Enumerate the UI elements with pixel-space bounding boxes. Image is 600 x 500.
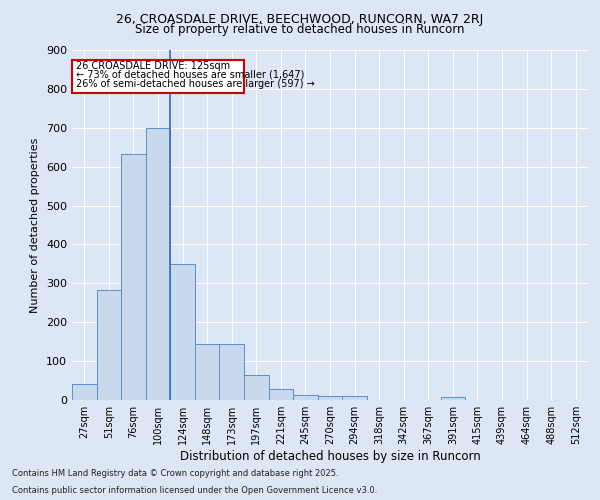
Text: Contains HM Land Registry data © Crown copyright and database right 2025.: Contains HM Land Registry data © Crown c… [12, 468, 338, 477]
Bar [121, 154, 146, 400]
Bar [342, 396, 367, 400]
Text: 26% of semi-detached houses are larger (597) →: 26% of semi-detached houses are larger (… [76, 79, 314, 89]
Bar [195, 344, 220, 400]
Bar [318, 396, 342, 400]
Bar [220, 344, 244, 400]
Text: ← 73% of detached houses are smaller (1,647): ← 73% of detached houses are smaller (1,… [76, 70, 304, 80]
Bar [170, 264, 195, 400]
Y-axis label: Number of detached properties: Number of detached properties [31, 138, 40, 312]
Text: Size of property relative to detached houses in Runcorn: Size of property relative to detached ho… [135, 22, 465, 36]
Text: 26, CROASDALE DRIVE, BEECHWOOD, RUNCORN, WA7 2RJ: 26, CROASDALE DRIVE, BEECHWOOD, RUNCORN,… [116, 12, 484, 26]
Bar [440, 397, 465, 400]
Text: Contains public sector information licensed under the Open Government Licence v3: Contains public sector information licen… [12, 486, 377, 495]
FancyBboxPatch shape [72, 60, 244, 93]
Bar [293, 396, 318, 400]
Bar [146, 128, 170, 400]
Bar [244, 374, 269, 400]
Bar [72, 384, 97, 400]
X-axis label: Distribution of detached houses by size in Runcorn: Distribution of detached houses by size … [179, 450, 481, 463]
Bar [97, 290, 121, 400]
Text: 26 CROASDALE DRIVE: 125sqm: 26 CROASDALE DRIVE: 125sqm [76, 62, 230, 72]
Bar [269, 389, 293, 400]
